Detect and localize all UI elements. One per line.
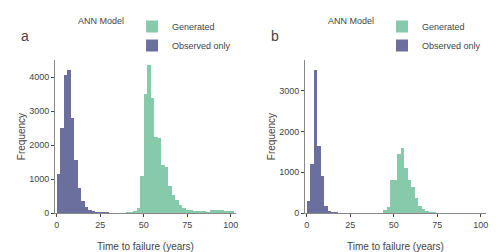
svg-text:Generated: Generated <box>422 22 465 32</box>
svg-text:100: 100 <box>223 220 238 230</box>
svg-text:50: 50 <box>139 220 149 230</box>
svg-text:Generated: Generated <box>172 22 215 32</box>
svg-text:100: 100 <box>473 220 488 230</box>
svg-text:50: 50 <box>389 220 399 230</box>
svg-text:3000: 3000 <box>29 106 49 116</box>
svg-text:2000: 2000 <box>279 127 299 137</box>
svg-text:Time to failure (years): Time to failure (years) <box>347 241 444 252</box>
svg-text:1000: 1000 <box>279 167 299 177</box>
svg-text:ANN Model: ANN Model <box>78 16 124 26</box>
svg-text:25: 25 <box>95 220 105 230</box>
svg-text:25: 25 <box>345 220 355 230</box>
svg-text:Frequency: Frequency <box>266 113 277 160</box>
svg-text:Time to failure (years): Time to failure (years) <box>97 241 194 252</box>
svg-text:75: 75 <box>432 220 442 230</box>
svg-text:Frequency: Frequency <box>16 113 27 160</box>
svg-text:0: 0 <box>44 208 49 218</box>
svg-text:a: a <box>21 28 29 44</box>
svg-text:ANN Model: ANN Model <box>328 16 374 26</box>
svg-text:b: b <box>271 28 279 44</box>
svg-text:4000: 4000 <box>29 72 49 82</box>
svg-text:0: 0 <box>294 208 299 218</box>
svg-text:2000: 2000 <box>29 140 49 150</box>
svg-text:3000: 3000 <box>279 86 299 96</box>
svg-text:Observed only: Observed only <box>422 41 481 51</box>
svg-text:Observed only: Observed only <box>172 41 231 51</box>
svg-text:0: 0 <box>54 220 59 230</box>
svg-text:0: 0 <box>304 220 309 230</box>
svg-text:1000: 1000 <box>29 174 49 184</box>
svg-text:75: 75 <box>182 220 192 230</box>
